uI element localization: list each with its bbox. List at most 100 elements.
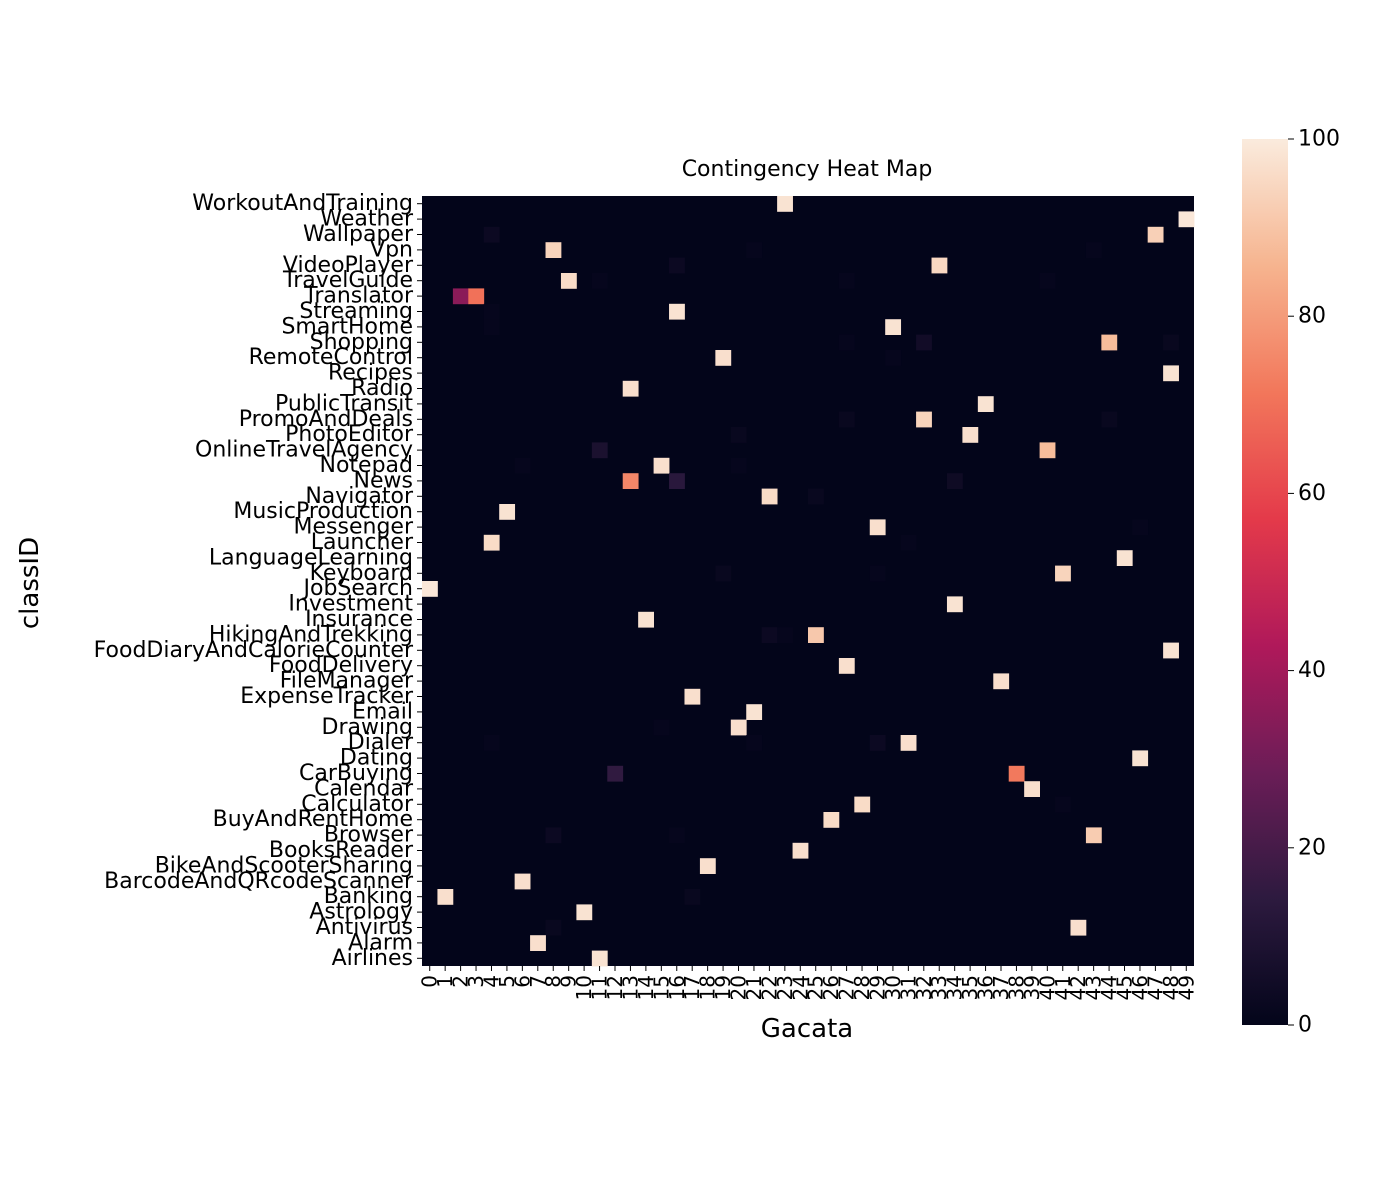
y-tick-label: Keyboard	[310, 561, 413, 586]
x-tick-label: 18	[696, 975, 720, 1000]
x-tick-label: 44	[1097, 975, 1121, 1000]
heatmap-cell	[730, 457, 747, 474]
heatmap-cell	[1070, 919, 1087, 936]
y-tick-label: Translator	[303, 284, 414, 309]
heatmap-cell	[1101, 411, 1118, 428]
heatmap-cell	[838, 334, 855, 351]
heatmap-cell	[530, 935, 546, 951]
heatmap-cell	[946, 473, 963, 489]
heatmap-cell	[1178, 211, 1195, 228]
y-tick-label: OnlineTravelAgency	[195, 438, 413, 463]
heatmap-cell	[869, 565, 886, 582]
x-tick-label: 1	[433, 975, 457, 988]
x-tick-label: 42	[1066, 975, 1090, 1000]
y-tick-label: BarcodeAndQRcodeScanner	[104, 869, 414, 894]
heatmap-cell	[1163, 642, 1179, 659]
y-tick-label: Wallpaper	[303, 222, 414, 247]
x-tick-label: 2	[449, 975, 473, 988]
heatmap-cell	[808, 488, 824, 505]
y-tick-label: Messenger	[294, 515, 414, 540]
heatmap-cell	[545, 919, 562, 936]
heatmap-cell	[437, 889, 454, 905]
x-tick-label: 5	[495, 975, 519, 988]
heatmap-cell	[777, 627, 793, 643]
heatmap-cell	[452, 288, 469, 305]
heatmap-cell	[808, 627, 824, 643]
colorbar-tick-label: 20	[1298, 835, 1326, 860]
y-tick-label: Shopping	[310, 330, 413, 355]
x-tick-label: 33	[927, 975, 951, 1000]
heatmap-cell	[1024, 781, 1040, 797]
x-tick-label: 13	[618, 975, 642, 1000]
x-tick-label: 46	[1128, 975, 1152, 1000]
heatmap-cell	[1147, 226, 1164, 243]
heatmap-cell	[591, 273, 608, 289]
x-tick-label: 8	[541, 975, 565, 988]
y-tick-label: RemoteControl	[249, 345, 413, 370]
x-tick-label: 45	[1113, 975, 1137, 1000]
y-tick-label: PhotoEditor	[285, 422, 414, 447]
heatmap-cell	[730, 719, 747, 736]
y-tick-label: News	[354, 468, 413, 493]
heatmap-cell	[761, 627, 778, 643]
heatmap-cell	[1039, 273, 1056, 289]
heatmap-cell	[900, 534, 917, 551]
x-tick-label: 7	[526, 975, 550, 988]
heatmap-cell	[1008, 765, 1025, 782]
heatmap-cell	[761, 488, 778, 505]
x-tick-label: 11	[588, 975, 612, 1000]
x-tick-label: 35	[958, 975, 982, 1000]
heatmap-cell	[514, 873, 531, 890]
heatmap-cell	[1039, 442, 1056, 459]
x-tick-label: 49	[1174, 975, 1198, 1000]
x-tick-label: 47	[1143, 975, 1167, 1000]
x-tick-label: 41	[1051, 975, 1075, 1000]
y-axis-label: classID	[15, 537, 45, 629]
y-tick-label: Drawing	[322, 715, 413, 740]
x-tick-label: 3	[464, 975, 488, 988]
heatmap-cell	[993, 673, 1010, 690]
colorbar-tick-label: 100	[1298, 127, 1340, 152]
x-tick-label: 16	[665, 975, 689, 1000]
heatmap-cell	[900, 735, 917, 751]
heatmap-cell	[838, 658, 855, 674]
x-tick-label: 40	[1035, 975, 1059, 1000]
heatmap-cell	[669, 827, 685, 844]
colorbar-tick-label: 60	[1298, 481, 1326, 506]
x-tick-label: 34	[943, 975, 967, 1000]
y-tick-label: Investment	[288, 592, 413, 617]
x-tick-label: 22	[757, 975, 781, 1000]
heatmap-cell	[854, 796, 871, 813]
y-tick-label: TravelGuide	[282, 268, 413, 293]
heatmap-cell	[591, 950, 608, 967]
heatmap-cell	[885, 350, 902, 366]
heatmap-cell	[823, 812, 840, 828]
heatmap-cell	[916, 334, 932, 351]
heatmap-cell	[777, 196, 793, 212]
heatmap-cell	[1163, 334, 1179, 351]
x-tick-label: 27	[835, 975, 859, 1000]
heatmap-cell	[545, 242, 562, 258]
heatmap-cell	[977, 396, 994, 412]
y-tick-label: Weather	[320, 207, 414, 232]
heatmap-cell	[483, 735, 500, 751]
y-tick-label: FoodDelivery	[269, 653, 413, 678]
heatmap-cell	[514, 457, 531, 474]
heatmap-cell	[684, 889, 701, 905]
heatmap-cell	[931, 257, 948, 274]
y-tick-label: Email	[352, 699, 413, 724]
heatmap-cell	[746, 704, 763, 720]
y-tick-label: Airlines	[332, 946, 413, 971]
heatmap-cell	[499, 504, 516, 520]
y-tick-label: Vpn	[370, 237, 413, 262]
chart-title: Contingency Heat Map	[682, 157, 933, 182]
y-tick-label: FoodDiaryAndCalorieCounter	[94, 638, 414, 663]
heatmap-cell	[483, 319, 500, 335]
heatmap-cell	[1055, 796, 1071, 813]
heatmap-cell	[653, 457, 670, 474]
y-tick-label: Banking	[324, 884, 413, 909]
heatmap-cell	[483, 226, 500, 243]
y-tick-label: Radio	[351, 376, 413, 401]
heatmap-cell	[715, 350, 732, 366]
y-tick-label: BuyAndRentHome	[213, 807, 413, 832]
